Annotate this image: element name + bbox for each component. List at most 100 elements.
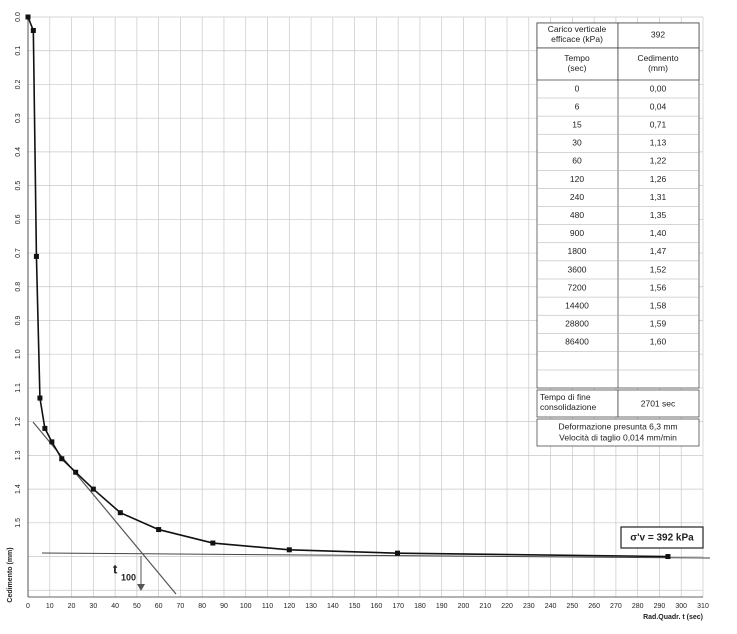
y-tick-label: 0.0 [15,12,22,22]
table-cell-text: 1,22 [650,156,667,166]
data-point [395,550,401,556]
x-tick-label: 190 [436,603,448,610]
data-point [210,540,216,546]
table-load-value: 392 [651,29,665,39]
data-point [30,27,36,33]
table-cell-text: 120 [570,174,584,184]
table-cell-text: 1,35 [650,210,667,220]
table-cell-text: 1,40 [650,228,667,238]
table-cell-text: 6 [575,101,580,111]
table-end-value: 2701 sec [641,398,676,408]
data-point [665,554,671,560]
data-point [156,527,162,533]
table-load-label: Carico verticale efficace (kPa) [548,24,607,44]
t100-label: t [113,561,118,576]
x-tick-label: 270 [610,603,622,610]
table-cell-text: 30 [572,138,582,148]
table-cell-text: 1,59 [650,319,667,329]
x-axis-title: Rad.Quadr. t (sec) [643,614,703,621]
y-tick-label: 0.7 [15,248,22,258]
data-point [42,425,48,431]
table-cell-text: 0,71 [650,119,667,129]
table-header: Tempo (sec) [564,53,590,73]
table-cell-text: 900 [570,228,584,238]
x-tick-label: 240 [545,603,557,610]
table-note: Deformazione presunta 6,3 mm [558,421,677,431]
x-tick-label: 180 [414,603,426,610]
y-axis-title: Cedimento (mm) [7,547,14,602]
x-tick-label: 220 [501,603,513,610]
data-point [90,486,96,492]
data-point [117,510,123,516]
table-cell-text: 1,31 [650,192,667,202]
table-cell [617,22,700,49]
y-tick-label: 1.4 [15,484,22,494]
y-tick-label: 0.5 [15,181,22,191]
table-cell-text: 1800 [568,246,587,256]
table-cell-text: 1,56 [650,282,667,292]
x-tick-label: 150 [349,603,361,610]
data-point [33,253,39,259]
x-tick-label: 250 [567,603,579,610]
y-tick-label: 1.0 [15,349,22,359]
table-cell-text: 7200 [568,282,587,292]
t100-arrowhead [137,584,145,591]
table-cell-text: 0,04 [650,101,667,111]
y-tick-label: 0.2 [15,79,22,89]
x-tick-label: 310 [697,603,709,610]
table-cell-text: 3600 [568,264,587,274]
table-cell-text: 1,13 [650,138,667,148]
x-tick-label: 300 [675,603,687,610]
x-tick-label: 120 [283,603,295,610]
table-cell-text: 14400 [565,300,589,310]
y-tick-label: 1.3 [15,450,22,460]
x-tick-label: 290 [654,603,666,610]
table-cell-text: 1,26 [650,174,667,184]
data-point [37,395,43,401]
x-tick-label: 260 [588,603,600,610]
x-tick-label: 110 [262,603,273,610]
table-cell-text: 60 [572,156,582,166]
x-tick-label: 90 [220,603,228,610]
x-tick-label: 100 [240,603,252,610]
data-point [59,456,65,462]
y-tick-label: 0.1 [15,46,22,56]
x-tick-label: 0 [26,603,30,610]
table-cell-text: 0,00 [650,83,667,93]
table-cell-text: 480 [570,210,584,220]
table-cell-text: 28800 [565,319,589,329]
table-cell-text: 1,60 [650,337,667,347]
x-tick-label: 20 [68,603,76,610]
data-point [73,469,79,475]
y-tick-label: 0.9 [15,316,22,326]
table-header: Cedimento (mm) [637,53,678,73]
y-tick-label: 0.4 [15,147,22,157]
y-tick-label: 1.1 [15,383,22,393]
x-tick-label: 130 [305,603,317,610]
y-tick-label: 1.2 [15,417,22,427]
y-tick-label: 1.5 [15,518,22,528]
table-cell [536,47,619,81]
y-tick-label: 0.8 [15,282,22,292]
table-cell-text: 240 [570,192,584,202]
table-cell-text: 86400 [565,337,589,347]
data-point [49,439,55,445]
y-tick-label: 0.3 [15,113,22,123]
table-cell [617,47,700,81]
table-note: Velocità di taglio 0,014 mm/min [559,432,677,442]
x-tick-label: 50 [133,603,141,610]
x-tick-label: 30 [89,603,97,610]
x-tick-label: 40 [111,603,119,610]
x-tick-label: 10 [46,603,54,610]
x-tick-label: 280 [632,603,644,610]
x-tick-label: 230 [523,603,535,610]
table-end-label: Tempo di fine consolidazione [540,392,597,412]
table-cell [617,389,700,418]
table-cell-text: 0 [575,83,580,93]
x-tick-label: 80 [198,603,206,610]
x-tick-label: 60 [155,603,163,610]
sigma-box [620,526,704,549]
data-point [286,547,292,553]
table-cell-text: 15 [572,119,582,129]
